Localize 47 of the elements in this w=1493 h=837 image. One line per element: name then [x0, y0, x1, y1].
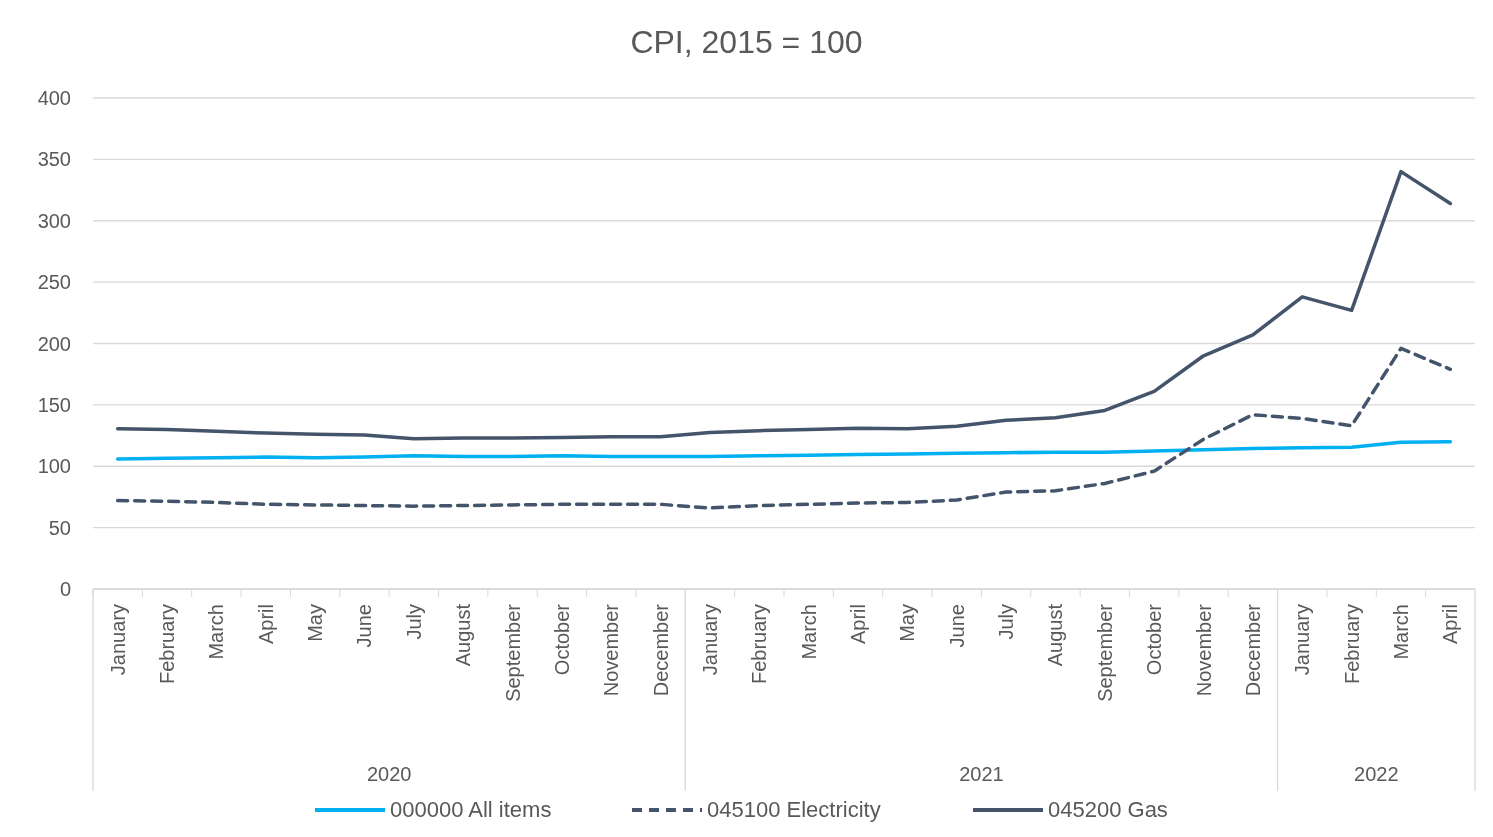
- line-series: [115, 169, 1453, 441]
- chart-title: CPI, 2015 = 100: [630, 24, 863, 60]
- x-tick-label: July: [995, 604, 1018, 640]
- x-tick-label: November: [600, 603, 623, 697]
- x-tick-label: August: [1044, 603, 1067, 667]
- x-tick-label: January: [106, 604, 129, 676]
- x-tick-label: June: [945, 604, 968, 648]
- x-tick-label: December: [1241, 603, 1264, 697]
- y-tick-label: 200: [37, 332, 71, 355]
- x-tick-label: October: [550, 603, 573, 676]
- line-series: [115, 346, 1453, 510]
- legend-label: 000000 All items: [390, 797, 552, 822]
- x-tick-label: February: [1340, 604, 1363, 685]
- x-tick-label: August: [452, 603, 475, 667]
- x-tick-label: June: [353, 604, 376, 648]
- text: 2021: [959, 763, 1004, 785]
- text: 2022: [1354, 763, 1399, 785]
- x-tick-label: January: [1291, 604, 1314, 676]
- x-tick-label: July: [402, 604, 425, 640]
- y-tick-label: 400: [37, 87, 71, 109]
- y-tick-label: 350: [37, 148, 71, 171]
- x-tick-label: January: [698, 604, 721, 676]
- x-tick-label: May: [896, 604, 919, 642]
- x-tick-label: March: [797, 604, 820, 660]
- x-tick-label: April: [1439, 604, 1462, 645]
- x-tick-label: September: [1093, 603, 1116, 702]
- text: 2020: [366, 763, 412, 785]
- legend-label: 045100 Electricity: [707, 797, 881, 822]
- legend-label: 045200 Gas: [1048, 797, 1168, 822]
- y-tick-label: 250: [37, 271, 71, 294]
- y-tick-label: 150: [37, 393, 71, 416]
- y-tick-label: 0: [59, 578, 71, 600]
- x-tick-label: December: [649, 603, 672, 697]
- x-tick-label: February: [156, 604, 179, 685]
- x-tick-label: May: [304, 604, 327, 642]
- x-tick-label: October: [1143, 603, 1166, 676]
- x-tick-label: September: [501, 603, 524, 702]
- line-series: [115, 439, 1453, 461]
- x-tick-label: November: [1192, 603, 1215, 697]
- x-tick-label: February: [748, 604, 771, 685]
- x-tick-label: April: [847, 604, 870, 645]
- x-tick-label: March: [205, 604, 228, 660]
- x-tick-label: March: [1389, 604, 1412, 660]
- y-tick-label: 100: [37, 455, 71, 478]
- x-tick-label: April: [254, 604, 277, 645]
- y-tick-label: 300: [37, 209, 71, 232]
- y-tick-label: 50: [48, 516, 71, 539]
